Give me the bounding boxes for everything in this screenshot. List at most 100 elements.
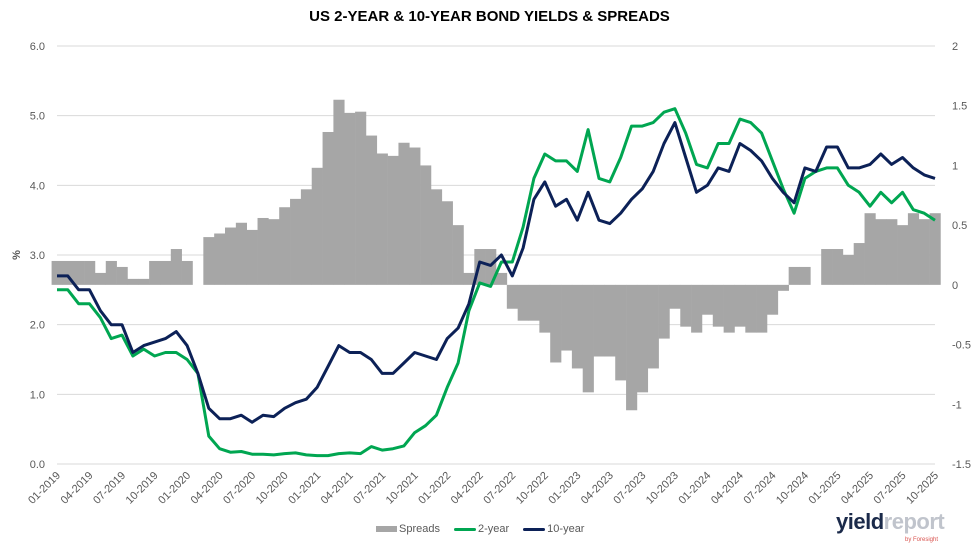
spread-bar <box>712 284 724 327</box>
legend: Spreads 2-year 10-year <box>376 523 584 535</box>
spread-bar <box>886 219 898 285</box>
spread-bar <box>658 284 670 339</box>
x-tick-label: 04-2025 <box>839 470 876 507</box>
logo-part1: yield <box>836 509 884 534</box>
legend-spreads: Spreads <box>376 523 440 535</box>
spread-bar <box>235 222 247 285</box>
spread-bar <box>864 213 876 285</box>
x-tick-label: 07-2023 <box>611 470 648 507</box>
spread-bar <box>582 284 594 393</box>
spread-bar <box>73 260 85 285</box>
spread-bar <box>636 284 649 393</box>
spread-bar <box>875 219 887 285</box>
spread-bar <box>615 284 627 381</box>
spread-bar <box>506 284 518 309</box>
spread-bar <box>604 284 616 357</box>
x-tick-label: 01-2025 <box>807 470 844 507</box>
x-tick-label: 10-2025 <box>904 470 941 507</box>
spread-bar <box>159 260 172 285</box>
x-tick-label: 07-2019 <box>91 470 128 507</box>
spread-bar <box>225 227 237 285</box>
spread-bar <box>734 284 746 327</box>
legend-swatch-10-year <box>523 527 546 531</box>
spread-bar <box>322 131 334 285</box>
logo-sub: by Foresight <box>905 537 939 543</box>
spread-bar <box>842 255 855 285</box>
y2-tick-label: 0.5 <box>952 220 967 232</box>
spread-bar <box>387 155 399 285</box>
y2-tick-label: 2 <box>952 41 958 53</box>
x-tick-label: 01-2024 <box>676 470 713 507</box>
spread-bar <box>51 260 63 285</box>
x-tick-label: 01-2020 <box>156 470 193 507</box>
legend-swatch-spreads <box>376 526 397 532</box>
spread-bar <box>365 135 378 285</box>
spread-bar <box>311 167 323 285</box>
spread-bar <box>701 284 714 315</box>
spread-bar <box>561 284 573 351</box>
spread-bar <box>181 260 193 285</box>
spread-bar <box>105 260 117 285</box>
spread-bar <box>257 217 269 285</box>
y2-tick-label: 1.5 <box>952 101 967 113</box>
x-tick-label: 01-2019 <box>26 470 63 507</box>
spread-bar <box>246 229 258 285</box>
spread-bar <box>376 153 388 285</box>
spread-bar <box>691 284 703 333</box>
spread-bar <box>745 284 757 333</box>
spread-bar <box>593 284 605 357</box>
spread-bar <box>897 225 909 285</box>
spread-bar <box>832 249 844 285</box>
x-tick-label: 04-2024 <box>709 470 746 507</box>
legend-label-2-year: 2-year <box>477 523 510 535</box>
y-tick-label: 2.0 <box>30 320 45 332</box>
chart-title: US 2-YEAR & 10-YEAR BOND YIELDS & SPREAD… <box>309 8 670 25</box>
y-axis-label: % <box>11 250 23 260</box>
spread-bar <box>116 266 128 285</box>
spread-bar <box>918 219 930 285</box>
x-tick-label: 04-2021 <box>319 470 356 507</box>
spread-bar <box>485 249 497 285</box>
spread-bar <box>409 147 421 285</box>
x-tick-label: 04-2020 <box>189 470 226 507</box>
spread-bar <box>626 284 638 411</box>
spread-bar <box>517 284 529 321</box>
x-tick-label: 07-2021 <box>351 470 388 507</box>
spread-bar <box>84 260 96 285</box>
y2-tick-label: 0 <box>952 280 958 292</box>
x-tick-label: 07-2025 <box>872 470 909 507</box>
spread-bar <box>149 260 161 285</box>
y-tick-label: 5.0 <box>30 111 45 123</box>
spread-bar <box>777 284 789 291</box>
spread-bar <box>398 142 410 285</box>
spread-bar <box>799 266 811 285</box>
logo-part2: report <box>883 509 945 534</box>
spread-bar <box>929 213 941 285</box>
spread-bar <box>680 284 692 327</box>
line-2-year <box>57 107 936 458</box>
spread-bar <box>550 284 562 363</box>
legend-swatch-2-year <box>453 527 476 531</box>
x-tick-label: 01-2021 <box>286 470 323 507</box>
spread-bar <box>571 284 584 369</box>
legend-10-year: 10-year <box>523 523 584 535</box>
spread-bar <box>528 284 540 321</box>
spread-bar <box>756 284 768 333</box>
spread-bar <box>452 225 464 285</box>
spread-bar <box>420 165 432 285</box>
spread-bar <box>788 266 800 285</box>
legend-label-spreads: Spreads <box>399 523 440 535</box>
legend-2-year: 2-year <box>453 523 510 535</box>
spread-bar <box>441 201 453 285</box>
x-tick-label: 07-2022 <box>481 470 518 507</box>
spread-bar <box>496 272 508 285</box>
spread-bar <box>62 260 74 285</box>
x-tick-label: 10-2021 <box>384 470 421 507</box>
spread-bar <box>430 189 443 285</box>
y2-tick-label: -0.5 <box>952 340 971 352</box>
y-tick-label: 4.0 <box>30 180 45 192</box>
spread-bar <box>766 284 779 315</box>
x-tick-label: 10-2020 <box>254 470 291 507</box>
x-tick-label: 04-2019 <box>59 470 96 507</box>
